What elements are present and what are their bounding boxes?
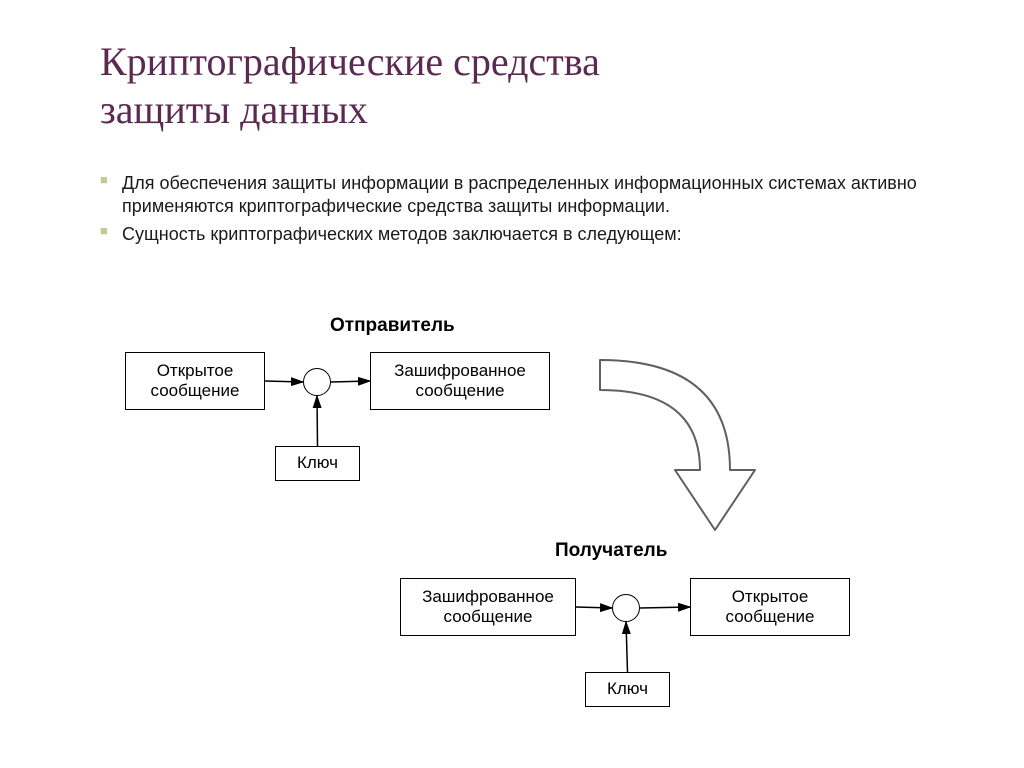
receiver-key-box: Ключ (585, 672, 670, 707)
receiver-open-box: Открытоесообщение (690, 578, 850, 636)
title-line2: защиты данных (100, 87, 368, 132)
curved-arrow-icon (600, 360, 755, 530)
receiver-encrypted-box: Зашифрованноесообщение (400, 578, 576, 636)
receiver-label: Получатель (555, 540, 667, 562)
bullet-item: Сущность криптографических методов заклю… (100, 223, 920, 246)
title-line1: Криптографические средства (100, 39, 600, 84)
receiver-circle (612, 594, 640, 622)
slide-title: Криптографические средства защиты данных (100, 38, 600, 134)
sender-key-box: Ключ (275, 446, 360, 481)
sender-label: Отправитель (330, 315, 455, 337)
bullet-list: Для обеспечения защиты информации в расп… (100, 172, 920, 252)
bullet-item: Для обеспечения защиты информации в расп… (100, 172, 920, 217)
sender-open-box: Открытоесообщение (125, 352, 265, 410)
sender-encrypted-box: Зашифрованноесообщение (370, 352, 550, 410)
sender-circle (303, 368, 331, 396)
